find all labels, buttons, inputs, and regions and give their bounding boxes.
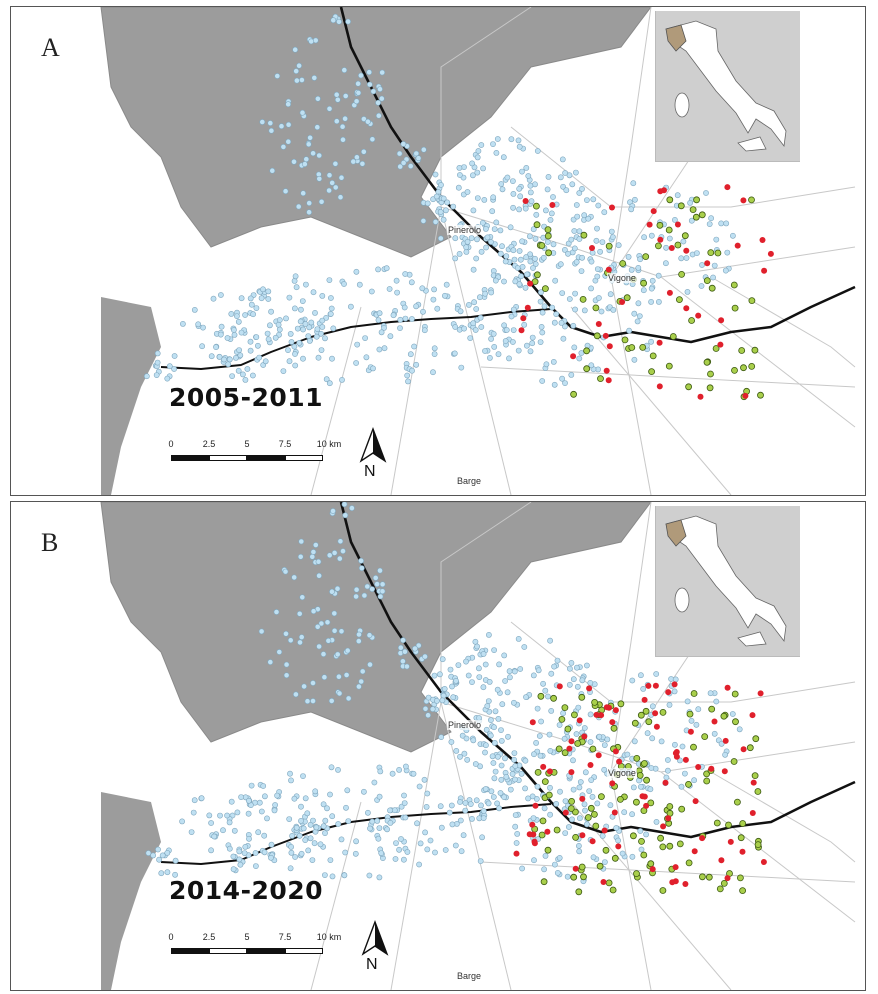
- scale-segment: [209, 455, 247, 461]
- period-label: 2005-2011: [169, 383, 324, 412]
- italy-locator-map: [655, 506, 800, 657]
- scale-segment: [171, 455, 209, 461]
- map-canvas-b: [11, 502, 865, 990]
- north-label: N: [364, 463, 376, 480]
- scale-segment: [171, 948, 209, 954]
- scale-bar: 0 2.5 5 7.5 10 km: [168, 439, 349, 473]
- panel-letter: B: [41, 528, 59, 557]
- scale-tick-label: 0: [168, 439, 174, 449]
- town-label-vigone: Vigone: [607, 768, 637, 778]
- scale-segment: [285, 455, 323, 461]
- map-panel-b: B Pinerolo Vigone Barge 2014-2020 0 2.5 …: [10, 501, 866, 991]
- scale-segment: [285, 948, 323, 954]
- scale-tick-label: 5: [244, 439, 250, 449]
- scale-tick-label: 2.5: [202, 932, 216, 942]
- north-label: N: [366, 956, 378, 973]
- scale-tick-label: 7.5: [278, 932, 292, 942]
- scale-tick-label: 2.5: [202, 439, 216, 449]
- panel-letter: A: [41, 33, 60, 62]
- scale-tick-label: 0: [168, 932, 174, 942]
- scale-bar: 0 2.5 5 7.5 10 km: [168, 932, 349, 966]
- scale-tick-label: 10 km: [316, 439, 342, 449]
- scale-segment: [247, 455, 285, 461]
- scale-tick-label: 10 km: [316, 932, 342, 942]
- period-label: 2014-2020: [169, 876, 324, 905]
- north-arrow-icon: N: [355, 920, 395, 976]
- town-label-barge: Barge: [456, 476, 483, 486]
- town-label-barge: Barge: [456, 971, 483, 981]
- town-label-vigone: Vigone: [607, 273, 637, 283]
- scale-segment: [209, 948, 247, 954]
- italy-locator-map: [655, 11, 800, 162]
- map-panel-a: A Pinerolo Vigone Barge 2005-2011 0 2.5 …: [10, 6, 866, 496]
- scale-tick-label: 5: [244, 932, 250, 942]
- town-label-pinerolo: Pinerolo: [447, 720, 483, 730]
- town-label-pinerolo: Pinerolo: [447, 225, 483, 235]
- scale-segment: [247, 948, 285, 954]
- scale-tick-label: 7.5: [278, 439, 292, 449]
- north-arrow-icon: N: [353, 427, 393, 483]
